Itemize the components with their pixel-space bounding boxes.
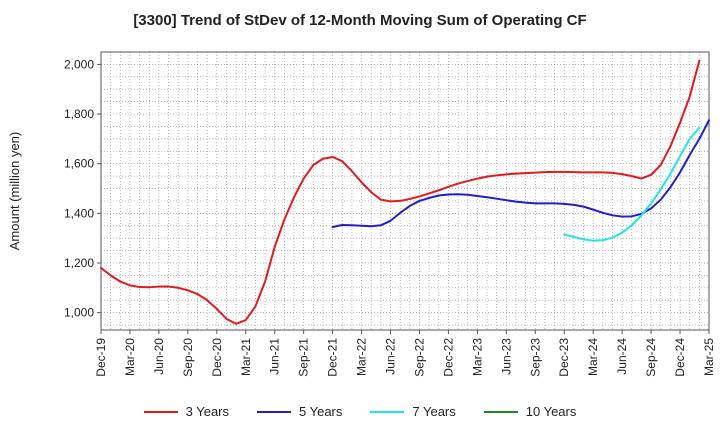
y-tick-label: 1,200	[64, 256, 94, 270]
x-tick-label: Sep-23	[528, 338, 542, 377]
legend-swatch-7-years	[370, 410, 405, 413]
x-tick-label: Sep-24	[644, 338, 658, 377]
x-tick-label: Sep-22	[412, 338, 426, 377]
x-tick-label: Mar-22	[355, 338, 369, 376]
x-tick-label: Mar-24	[586, 338, 600, 376]
chart-title: [3300] Trend of StDev of 12-Month Moving…	[133, 12, 587, 29]
legend-label-5-years: 5 Years	[299, 404, 343, 419]
x-tick-label: Sep-21	[297, 338, 311, 377]
legend-label-3-years: 3 Years	[185, 404, 229, 419]
x-tick-label: Mar-23	[470, 338, 484, 376]
legend-label-10-years: 10 Years	[525, 404, 577, 419]
series-line-7-years	[563, 126, 701, 242]
legend-item-7-years: 7 Years	[370, 404, 456, 419]
x-tick-label: Dec-20	[210, 338, 224, 377]
x-tick-label: Jun-20	[152, 338, 166, 375]
x-tick-label: Jun-24	[615, 338, 629, 375]
x-tick-label: Jun-21	[268, 338, 282, 375]
legend-swatch-5-years	[257, 410, 291, 413]
x-tick-label: Mar-20	[123, 338, 137, 376]
x-tick-label: Mar-21	[239, 338, 253, 376]
plot-area	[101, 52, 709, 330]
y-tick-label: 2,000	[64, 57, 94, 71]
x-tick-label: Dec-23	[557, 338, 571, 377]
x-tick-label: Dec-19	[94, 338, 108, 377]
chart-legend: 3 Years 5 Years 7 Years 10 Years	[0, 404, 720, 419]
y-axis-label: Amount (million yen)	[7, 132, 22, 251]
y-tick-label: 1,400	[64, 206, 94, 220]
x-tick-label: Sep-20	[181, 338, 195, 377]
legend-label-7-years: 7 Years	[412, 404, 456, 419]
legend-item-5-years: 5 Years	[257, 404, 342, 419]
x-tick-label: Dec-22	[441, 338, 455, 377]
x-tick-label: Jun-23	[499, 338, 513, 375]
legend-item-3-years: 3 Years	[143, 404, 229, 419]
legend-swatch-3-years	[143, 410, 178, 413]
legend-item-10-years: 10 Years	[483, 404, 577, 419]
series-line-5-years	[331, 119, 710, 228]
x-tick-label: Mar-25	[702, 338, 716, 376]
plot-frame	[100, 51, 710, 331]
series-line-3-years	[100, 59, 701, 325]
x-tick-label: Jun-22	[384, 338, 398, 375]
x-tick-label: Dec-24	[673, 338, 687, 377]
legend-swatch-10-years	[483, 410, 518, 413]
y-tick-label: 1,000	[64, 306, 94, 320]
y-tick-label: 1,800	[64, 107, 94, 121]
y-tick-label: 1,600	[64, 157, 94, 171]
x-tick-label: Dec-21	[326, 338, 340, 377]
